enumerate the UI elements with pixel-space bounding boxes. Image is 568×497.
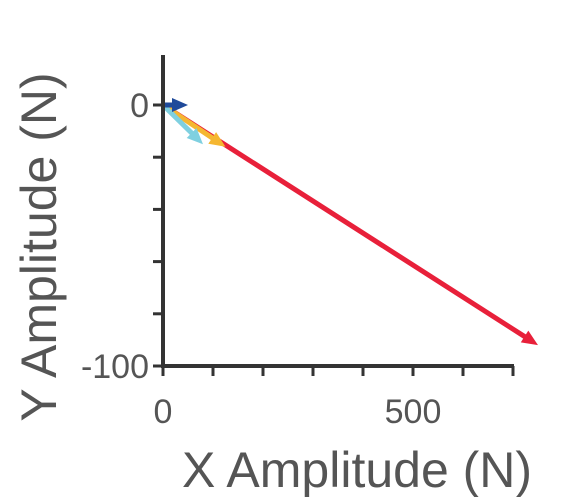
x-axis-tick-labels: 0 500 bbox=[154, 393, 442, 431]
y-axis-title: Y Amplitude (N) bbox=[11, 72, 67, 421]
x-tick-label-0: 0 bbox=[154, 393, 173, 431]
vector-shaft-2 bbox=[160, 102, 195, 136]
x-axis-title: X Amplitude (N) bbox=[182, 442, 532, 497]
y-tick-label-0: 0 bbox=[130, 87, 149, 125]
vector-head-0 bbox=[520, 330, 538, 346]
vector-arrow-2 bbox=[160, 102, 203, 145]
vector-head-2 bbox=[186, 128, 203, 145]
x-axis-ticks bbox=[161, 366, 515, 376]
y-axis-tick-labels: 0 -100 bbox=[81, 87, 149, 386]
axes: 0-100 0 500 bbox=[81, 55, 515, 431]
vector-head-3 bbox=[172, 98, 188, 112]
y-tick-label-1: -100 bbox=[81, 348, 149, 386]
x-tick-label-1: 500 bbox=[385, 393, 442, 431]
vector-arrows bbox=[160, 98, 538, 346]
vector-head-1 bbox=[208, 132, 226, 147]
y-axis-ticks bbox=[153, 103, 163, 368]
